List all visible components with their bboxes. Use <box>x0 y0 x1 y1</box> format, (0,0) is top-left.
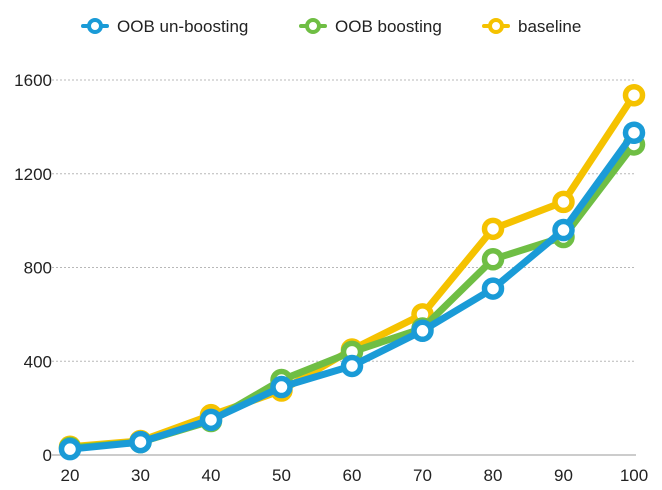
x-tick-label: 40 <box>202 466 221 485</box>
y-tick-label: 400 <box>24 352 52 371</box>
y-axis-tick-labels: 0 400 800 1200 1600 <box>14 71 52 465</box>
data-point <box>622 83 646 107</box>
series-baseline <box>58 83 646 459</box>
legend: OOB un-boosting OOB boosting baseline <box>81 17 581 36</box>
data-point <box>622 121 646 144</box>
legend-marker-icon <box>87 18 103 34</box>
data-point <box>270 375 293 399</box>
x-tick-label: 90 <box>554 466 573 485</box>
y-tick-label: 800 <box>24 259 52 278</box>
data-point <box>58 437 82 461</box>
y-tick-label: 1200 <box>14 165 52 184</box>
data-point <box>481 248 505 271</box>
legend-item: OOB boosting <box>299 17 442 36</box>
data-point <box>411 319 434 343</box>
data-point <box>340 354 364 378</box>
series-oob-un-boosting <box>58 121 646 461</box>
x-tick-label: 20 <box>61 466 80 485</box>
data-point <box>552 190 575 214</box>
legend-label: OOB un-boosting <box>117 17 248 36</box>
x-axis-tick-labels: 20 30 40 50 60 70 80 90 100 <box>61 466 649 485</box>
legend-marker-icon <box>305 18 321 34</box>
y-tick-label: 0 <box>43 446 52 465</box>
series-oob-boosting <box>58 133 646 460</box>
legend-item: baseline <box>482 17 581 36</box>
data-point <box>481 217 505 241</box>
x-tick-label: 80 <box>484 466 503 485</box>
y-tick-label: 1600 <box>14 71 52 90</box>
legend-item: OOB un-boosting <box>81 17 248 36</box>
data-point <box>552 218 575 242</box>
series-line <box>66 91 638 451</box>
legend-label: baseline <box>518 17 581 36</box>
x-tick-label: 60 <box>343 466 362 485</box>
legend-marker-icon <box>488 18 504 34</box>
x-tick-label: 100 <box>620 466 648 485</box>
data-point <box>481 277 505 300</box>
series-line <box>66 129 638 453</box>
series-group <box>58 83 646 461</box>
legend-label: OOB boosting <box>335 17 442 36</box>
x-tick-label: 50 <box>272 466 291 485</box>
x-tick-label: 70 <box>413 466 432 485</box>
data-point <box>129 430 152 454</box>
x-tick-label: 30 <box>131 466 150 485</box>
data-point <box>199 408 223 432</box>
grid <box>52 79 636 456</box>
series-line <box>66 141 638 452</box>
